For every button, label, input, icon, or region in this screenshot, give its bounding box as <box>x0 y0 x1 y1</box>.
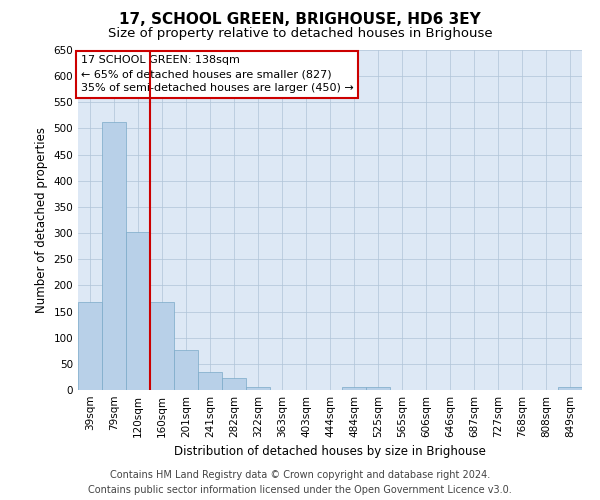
Bar <box>342 387 366 390</box>
Bar <box>366 388 390 390</box>
Bar <box>558 388 582 390</box>
Text: 17, SCHOOL GREEN, BRIGHOUSE, HD6 3EY: 17, SCHOOL GREEN, BRIGHOUSE, HD6 3EY <box>119 12 481 28</box>
Text: 17 SCHOOL GREEN: 138sqm
← 65% of detached houses are smaller (827)
35% of semi-d: 17 SCHOOL GREEN: 138sqm ← 65% of detache… <box>80 55 353 93</box>
X-axis label: Distribution of detached houses by size in Brighouse: Distribution of detached houses by size … <box>174 446 486 458</box>
Text: Size of property relative to detached houses in Brighouse: Size of property relative to detached ho… <box>107 28 493 40</box>
Y-axis label: Number of detached properties: Number of detached properties <box>35 127 48 313</box>
Text: Contains HM Land Registry data © Crown copyright and database right 2024.
Contai: Contains HM Land Registry data © Crown c… <box>88 470 512 495</box>
Bar <box>174 350 198 390</box>
Bar <box>78 302 102 390</box>
Bar <box>126 232 150 390</box>
Bar <box>198 372 222 390</box>
Bar <box>222 378 246 390</box>
Bar <box>102 122 126 390</box>
Bar <box>150 302 174 390</box>
Bar <box>246 387 270 390</box>
